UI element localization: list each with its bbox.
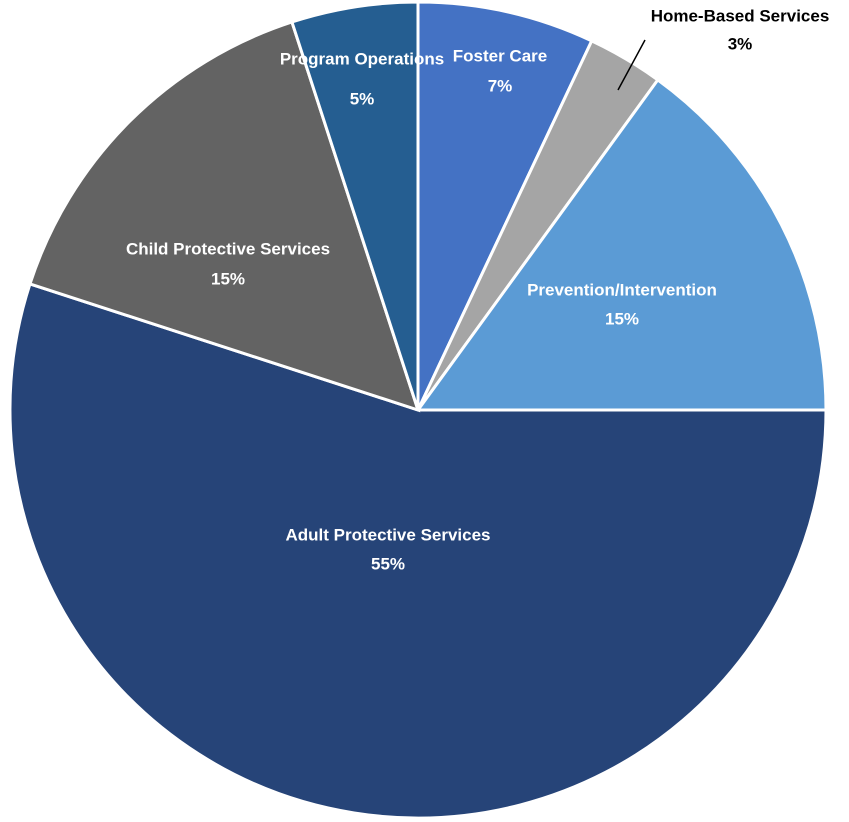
pie-slice bbox=[416, 0, 594, 411]
leader-line bbox=[617, 39, 646, 91]
pie-slice bbox=[8, 282, 828, 820]
slice-value-label: 15% bbox=[211, 269, 245, 288]
slice-label: Home-Based Services bbox=[651, 6, 830, 25]
slice-value-label: 15% bbox=[605, 309, 639, 328]
slice-value-label: 3% bbox=[728, 34, 753, 53]
slice-label: Prevention/Intervention bbox=[527, 280, 717, 299]
pie-slice bbox=[28, 20, 421, 413]
slice-label: Foster Care bbox=[453, 46, 547, 65]
pie-slice bbox=[290, 0, 420, 411]
slice-value-label: 55% bbox=[371, 554, 405, 573]
slice-label: Child Protective Services bbox=[126, 239, 330, 258]
slice-value-label: 5% bbox=[350, 89, 375, 108]
pie-slice bbox=[415, 77, 828, 412]
slice-label: Program Operations bbox=[280, 49, 444, 68]
slice-value-label: 7% bbox=[488, 76, 513, 95]
slice-label: Adult Protective Services bbox=[285, 525, 490, 544]
